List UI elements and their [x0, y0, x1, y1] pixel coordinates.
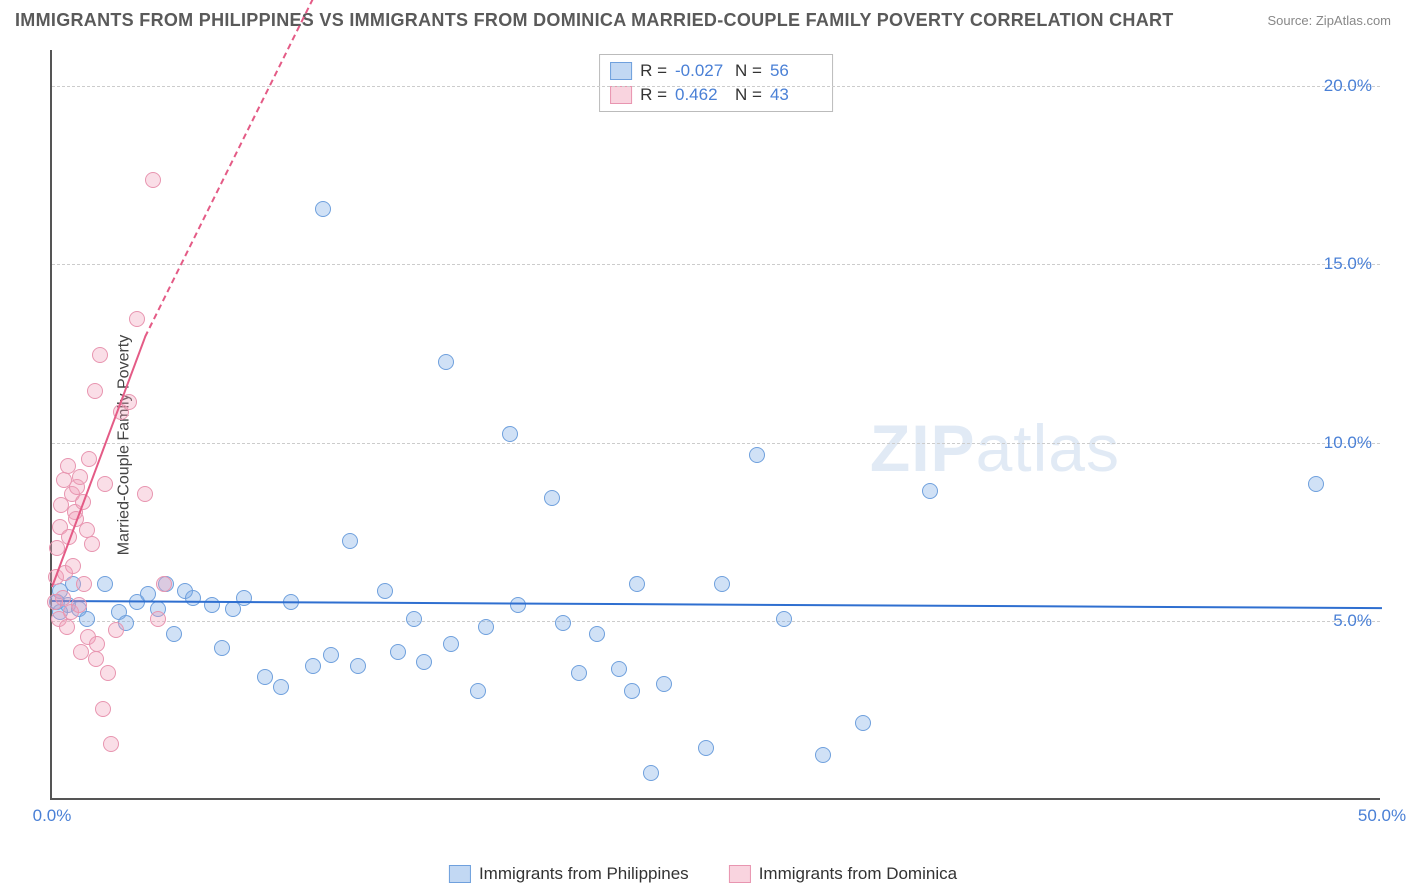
- gridline: [52, 86, 1380, 87]
- data-point: [855, 715, 871, 731]
- data-point: [97, 576, 113, 592]
- data-point: [416, 654, 432, 670]
- data-point: [443, 636, 459, 652]
- data-point: [315, 201, 331, 217]
- data-point: [589, 626, 605, 642]
- data-point: [71, 597, 87, 613]
- data-point: [815, 747, 831, 763]
- data-point: [390, 644, 406, 660]
- data-point: [406, 611, 422, 627]
- y-tick-label: 15.0%: [1324, 254, 1372, 274]
- data-point: [323, 647, 339, 663]
- data-point: [204, 597, 220, 613]
- data-point: [156, 576, 172, 592]
- series-swatch: [610, 86, 632, 104]
- data-point: [72, 469, 88, 485]
- data-point: [73, 644, 89, 660]
- data-point: [555, 615, 571, 631]
- data-point: [714, 576, 730, 592]
- data-point: [749, 447, 765, 463]
- data-point: [65, 558, 81, 574]
- data-point: [624, 683, 640, 699]
- data-point: [88, 651, 104, 667]
- data-point: [95, 701, 111, 717]
- data-point: [87, 383, 103, 399]
- data-point: [76, 576, 92, 592]
- data-point: [257, 669, 273, 685]
- data-point: [97, 476, 113, 492]
- source-label: Source: ZipAtlas.com: [1267, 13, 1391, 28]
- data-point: [544, 490, 560, 506]
- data-point: [305, 658, 321, 674]
- data-point: [478, 619, 494, 635]
- legend-label: Immigrants from Philippines: [479, 864, 689, 884]
- data-point: [103, 736, 119, 752]
- y-tick-label: 20.0%: [1324, 76, 1372, 96]
- stats-row: R =-0.027N =56: [610, 59, 822, 83]
- data-point: [377, 583, 393, 599]
- legend-item: Immigrants from Philippines: [449, 864, 689, 884]
- legend-swatch: [449, 865, 471, 883]
- data-point: [350, 658, 366, 674]
- trend-line: [144, 0, 359, 337]
- data-point: [510, 597, 526, 613]
- data-point: [84, 536, 100, 552]
- data-point: [611, 661, 627, 677]
- data-point: [185, 590, 201, 606]
- data-point: [776, 611, 792, 627]
- data-point: [1308, 476, 1324, 492]
- data-point: [643, 765, 659, 781]
- trend-line: [52, 600, 1382, 609]
- y-tick-label: 10.0%: [1324, 433, 1372, 453]
- data-point: [79, 611, 95, 627]
- data-point: [92, 347, 108, 363]
- data-point: [108, 622, 124, 638]
- chart-title: IMMIGRANTS FROM PHILIPPINES VS IMMIGRANT…: [15, 10, 1174, 31]
- bottom-legend: Immigrants from Philippines Immigrants fr…: [449, 864, 957, 884]
- data-point: [342, 533, 358, 549]
- watermark: ZIPatlas: [870, 410, 1120, 486]
- data-point: [81, 451, 97, 467]
- plot-area: ZIPatlas R =-0.027N =56R =0.462N =43 5.0…: [50, 50, 1380, 800]
- data-point: [214, 640, 230, 656]
- gridline: [52, 264, 1380, 265]
- data-point: [236, 590, 252, 606]
- x-tick-label: 50.0%: [1358, 806, 1406, 826]
- legend-label: Immigrants from Dominica: [759, 864, 957, 884]
- series-swatch: [610, 62, 632, 80]
- y-tick-label: 5.0%: [1333, 611, 1372, 631]
- data-point: [150, 611, 166, 627]
- gridline: [52, 621, 1380, 622]
- data-point: [145, 172, 161, 188]
- data-point: [470, 683, 486, 699]
- data-point: [166, 626, 182, 642]
- data-point: [59, 619, 75, 635]
- data-point: [137, 486, 153, 502]
- gridline: [52, 443, 1380, 444]
- stats-legend-box: R =-0.027N =56R =0.462N =43: [599, 54, 833, 112]
- x-tick-label: 0.0%: [33, 806, 72, 826]
- legend-item: Immigrants from Dominica: [729, 864, 957, 884]
- data-point: [129, 311, 145, 327]
- legend-swatch: [729, 865, 751, 883]
- data-point: [698, 740, 714, 756]
- chart-container: Married-Couple Family Poverty ZIPatlas R…: [0, 40, 1406, 850]
- data-point: [502, 426, 518, 442]
- data-point: [273, 679, 289, 695]
- data-point: [922, 483, 938, 499]
- data-point: [100, 665, 116, 681]
- data-point: [656, 676, 672, 692]
- data-point: [89, 636, 105, 652]
- data-point: [438, 354, 454, 370]
- data-point: [629, 576, 645, 592]
- data-point: [571, 665, 587, 681]
